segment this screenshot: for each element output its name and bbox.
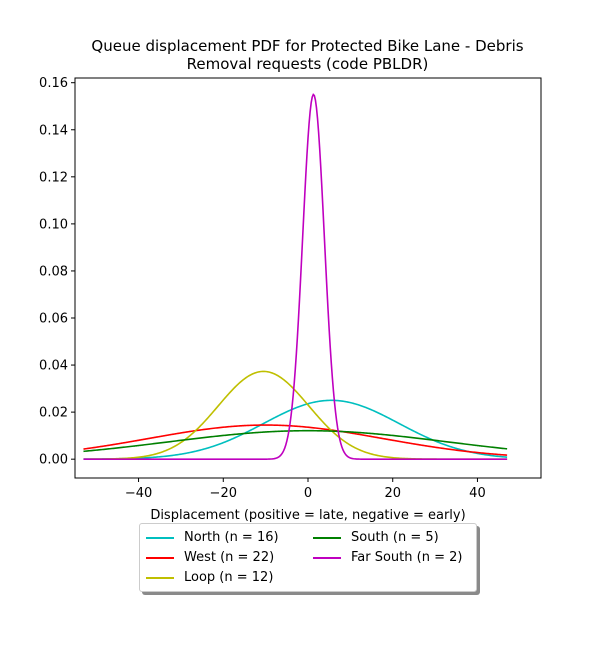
legend-label-north: North (n = 16) [184, 530, 279, 545]
legend-label-south: South (n = 5) [351, 530, 439, 545]
series-line-north [83, 399, 508, 460]
legend-item-north: North (n = 16) [146, 529, 279, 547]
chart-title-line-1: Queue displacement PDF for Protected Bik… [91, 37, 524, 55]
x-tick-label: −40 [125, 486, 152, 501]
x-tick-label: 40 [469, 486, 486, 501]
series-line-loop [83, 370, 508, 460]
x-tick-label: −20 [210, 486, 237, 501]
legend-label-far-south: Far South (n = 2) [351, 550, 463, 565]
y-tick-label: 0.12 [39, 170, 68, 185]
y-tick-label: 0.14 [39, 123, 68, 138]
legend-swatch-south [313, 536, 341, 539]
legend-item-west: West (n = 22) [146, 549, 274, 567]
y-tick-label: 0.00 [39, 453, 68, 468]
series-line-west [83, 424, 508, 456]
y-tick-label: 0.06 [39, 312, 68, 327]
y-tick-label: 0.10 [39, 217, 68, 232]
y-tick-label: 0.02 [39, 406, 68, 421]
legend-item-south: South (n = 5) [313, 529, 439, 547]
y-tick-label: 0.04 [39, 359, 68, 374]
series-line-south [83, 429, 508, 453]
legend-item-loop: Loop (n = 12) [146, 569, 273, 587]
legend-label-west: West (n = 22) [184, 550, 275, 565]
legend-swatch-west [146, 556, 174, 559]
series-layer [83, 93, 508, 460]
legend-label-loop: Loop (n = 12) [184, 570, 274, 585]
y-tick-label: 0.08 [39, 264, 68, 279]
legend-swatch-far-south [313, 556, 341, 559]
legend-swatch-loop [146, 576, 174, 579]
series-line-far-south [83, 93, 508, 460]
x-tick-label: 20 [384, 486, 401, 501]
y-tick-label: 0.16 [39, 76, 68, 91]
legend-swatch-north [146, 536, 174, 539]
legend-item-far-south: Far South (n = 2) [313, 549, 462, 567]
chart-title-line-2: Removal requests (code PBLDR) [186, 55, 429, 73]
axis-layer: −40 −20 0 20 40 0.00 0.02 0.04 0.06 0.08 0.10 0.12 0… [39, 76, 486, 501]
legend: North (n = 16) West (n = 22) Loop (n = 1… [139, 523, 477, 592]
x-tick-label: 0 [304, 486, 312, 501]
x-axis-label: Displacement (positive = late, negative … [150, 508, 465, 523]
